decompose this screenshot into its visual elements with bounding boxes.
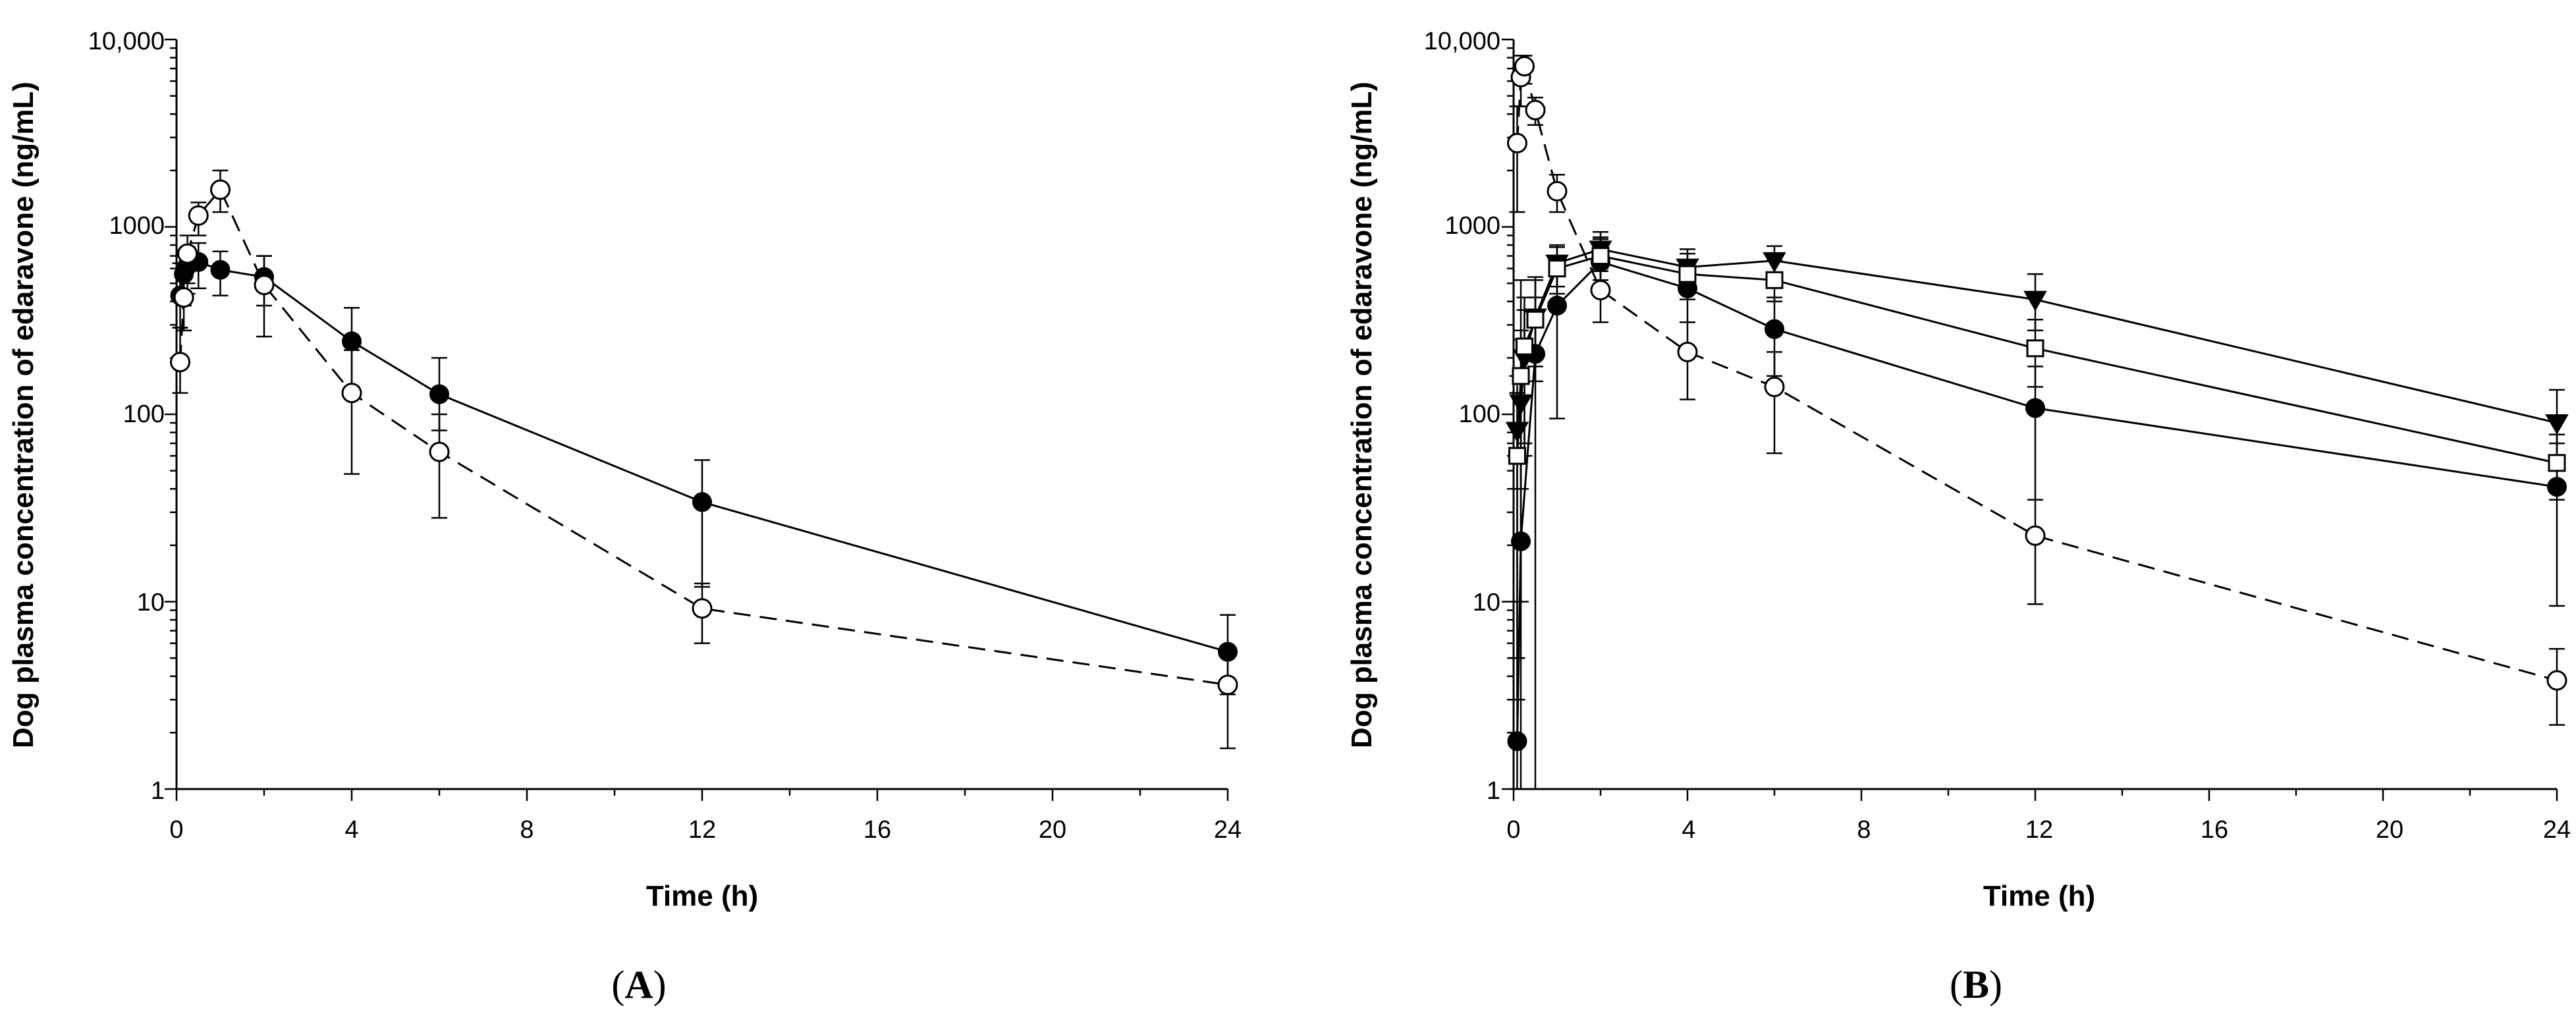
data-point-filled-triangle	[1505, 422, 1529, 443]
data-point-open-circle	[210, 179, 231, 200]
data-point-open-circle	[1506, 132, 1527, 153]
x-tick-label: 20	[1039, 816, 1066, 844]
chart-panel-b: 1 10 100 1000 10,000 Dog plasma concentr…	[1346, 28, 2571, 1006]
data-point-open-circle	[254, 275, 275, 296]
x-axis-title-b: Time (h)	[1983, 880, 2095, 912]
x-ticks-a: 0 4 8 12 16 20 24	[169, 816, 1242, 844]
data-point-filled-triangle	[2545, 414, 2569, 435]
data-point-filled-circle	[1765, 319, 1784, 339]
y-tick-label: 10,000	[1424, 28, 1500, 55]
plot-area-b	[1502, 38, 2569, 801]
panel-label-open-b: (	[1950, 963, 1963, 1006]
data-point-open-square	[1508, 447, 1526, 465]
y-tick-label: 1	[151, 777, 165, 805]
y-tick-label: 10	[137, 589, 165, 616]
panel-label-open-a: (	[611, 963, 624, 1006]
x-tick-label: 20	[2376, 816, 2403, 844]
chart-panel-a: 1 10 100 1000 10,000 Dog plasma concentr…	[7, 28, 1242, 1006]
y-tick-label: 10,000	[88, 28, 165, 55]
y-axis-b: 1 10 100 1000 10,000 Dog plasma concentr…	[1346, 28, 1500, 805]
x-tick-label: 24	[1214, 816, 1242, 844]
data-point-open-square	[1678, 265, 1697, 283]
data-point-open-circle	[2025, 525, 2046, 546]
x-tick-label: 0	[169, 816, 183, 844]
data-point-open-circle	[341, 383, 362, 404]
panel-label-letter-b: B	[1963, 963, 1989, 1006]
data-point-open-square	[1526, 310, 1545, 329]
data-point-filled-circle	[210, 260, 231, 280]
x-tick-label: 16	[2201, 816, 2228, 844]
x-ticks-b: 0 4 8 12 16 20 24	[1506, 816, 2571, 844]
data-point-open-square	[2548, 454, 2566, 472]
x-axis-b: 0 4 8 12 16 20 24 Time (h)	[1506, 816, 2571, 912]
y-tick-label: 10	[1473, 589, 1500, 616]
data-point-open-circle	[692, 598, 713, 619]
panel-label-a: (A)	[611, 963, 666, 1006]
data-point-filled-circle	[2547, 477, 2567, 497]
y-tick-label: 1	[1487, 777, 1500, 805]
x-tick-label: 12	[2025, 816, 2053, 844]
data-point-open-circle	[188, 205, 209, 226]
data-point-open-square	[1512, 367, 1530, 385]
y-tick-label: 100	[1459, 400, 1500, 428]
data-point-filled-circle	[1511, 531, 1531, 551]
y-axis-a: 1 10 100 1000 10,000 Dog plasma concentr…	[7, 28, 165, 805]
data-point-open-circle	[1217, 674, 1238, 696]
y-axis-title-b: Dog plasma concentration of edaravone (n…	[1346, 82, 1378, 748]
data-point-open-circle	[1590, 279, 1611, 300]
x-tick-label: 8	[1857, 816, 1871, 844]
data-point-open-square	[1591, 247, 1610, 265]
panel-label-letter-a: A	[624, 963, 653, 1006]
x-tick-label: 4	[344, 816, 358, 844]
x-axis-title-a: Time (h)	[646, 880, 758, 912]
x-tick-label: 4	[1682, 816, 1695, 844]
plot-area-a	[165, 38, 1238, 801]
x-tick-label: 24	[2543, 816, 2571, 844]
data-point-open-square	[2026, 339, 2044, 358]
x-tick-label: 8	[520, 816, 534, 844]
data-point-filled-circle	[692, 492, 712, 512]
data-point-open-circle	[1514, 56, 1535, 77]
data-point-open-circle	[1677, 341, 1698, 362]
data-point-open-circle	[429, 441, 450, 462]
data-point-open-circle	[1547, 180, 1568, 202]
data-point-open-circle	[1525, 99, 1546, 121]
y-axis-title-a: Dog plasma concentration of edaravone (n…	[7, 82, 40, 748]
data-point-open-circle	[177, 243, 198, 264]
data-point-open-square	[1548, 260, 1566, 278]
data-point-filled-circle	[1218, 642, 1238, 662]
data-point-filled-circle	[2025, 398, 2045, 418]
x-tick-label: 0	[1506, 816, 1520, 844]
data-point-open-square	[1765, 271, 1784, 289]
x-tick-label: 12	[688, 816, 716, 844]
data-point-open-circle	[173, 287, 194, 308]
data-point-filled-circle	[1547, 296, 1567, 316]
data-point-filled-circle	[429, 384, 449, 404]
data-point-open-circle	[1764, 376, 1785, 397]
data-point-filled-triangle	[2023, 290, 2047, 312]
data-point-filled-circle	[1507, 731, 1527, 752]
data-point-open-circle	[170, 352, 191, 373]
x-axis-a: 0 4 8 12 16 20 24 Time (h)	[169, 816, 1242, 912]
data-point-filled-triangle	[1763, 252, 1786, 273]
data-point-filled-circle	[342, 331, 362, 352]
data-point-open-square	[1516, 337, 1533, 356]
y-tick-label: 1000	[1444, 212, 1500, 240]
y-tick-label: 100	[123, 400, 165, 428]
panel-label-b: (B)	[1950, 963, 2002, 1006]
data-point-filled-triangle	[1509, 394, 1533, 415]
data-point-open-circle	[2546, 670, 2567, 691]
panel-label-close-b: )	[1989, 963, 2002, 1006]
series-line-open-circle	[1516, 63, 2558, 682]
y-ticks-b: 1 10 100 1000 10,000	[1424, 28, 1500, 805]
y-ticks-a: 1 10 100 1000 10,000	[88, 28, 165, 805]
panel-label-close-a: )	[653, 963, 667, 1006]
x-tick-label: 16	[863, 816, 891, 844]
y-tick-label: 1000	[109, 212, 165, 240]
